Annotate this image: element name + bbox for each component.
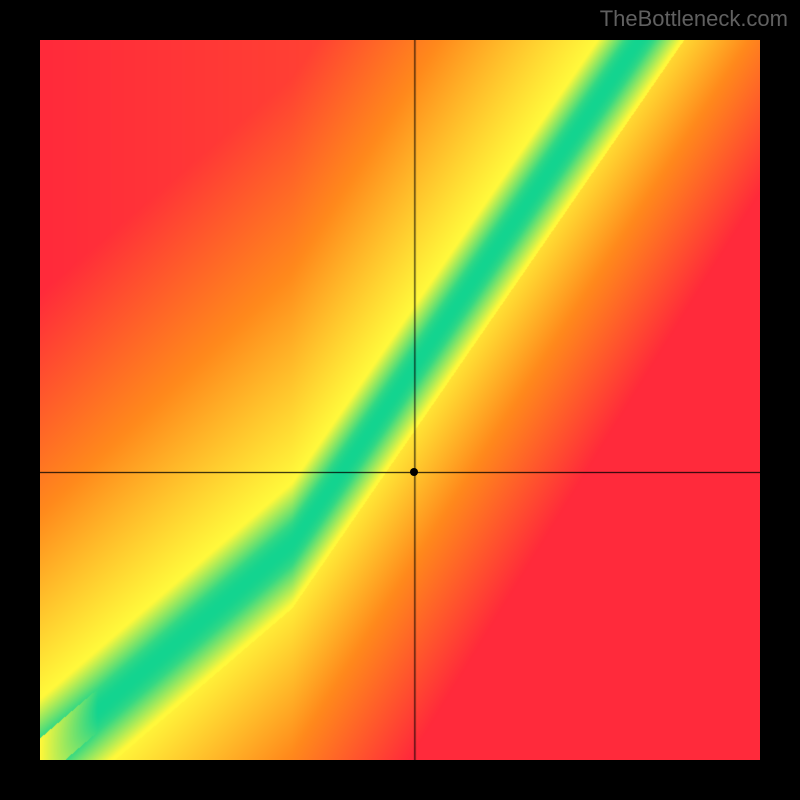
watermark-text: TheBottleneck.com bbox=[600, 6, 788, 32]
heatmap-canvas bbox=[40, 40, 760, 760]
heatmap-plot bbox=[40, 40, 760, 760]
